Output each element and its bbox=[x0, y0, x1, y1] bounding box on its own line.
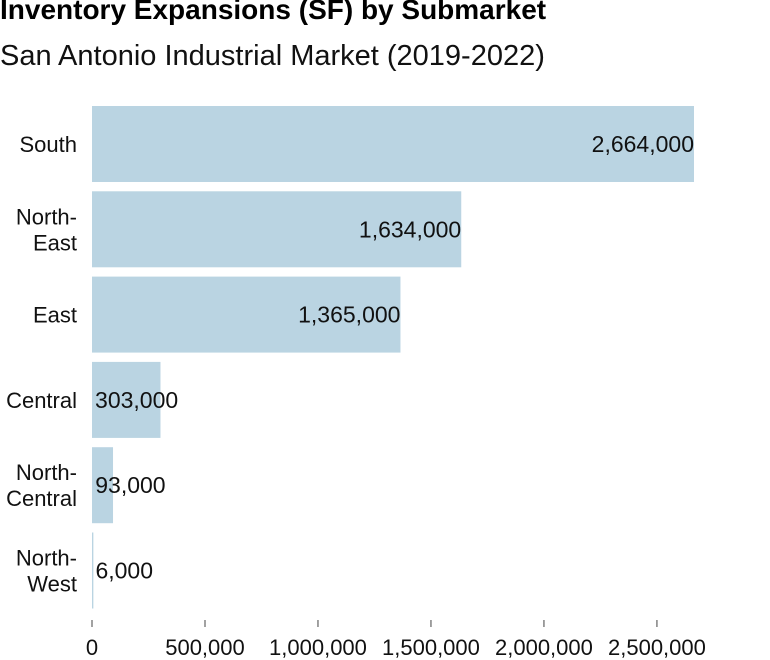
value-label: 303,000 bbox=[95, 387, 178, 413]
category-label: North- bbox=[16, 460, 77, 485]
x-tick-label: 1,000,000 bbox=[269, 635, 367, 660]
value-label: 2,664,000 bbox=[592, 131, 694, 157]
x-axis: 0 500,000 1,000,000 1,500,000 2,000,000 2,500… bbox=[86, 620, 706, 660]
x-tick-label: 0 bbox=[86, 635, 98, 660]
x-tick-label: 2,500,000 bbox=[608, 635, 706, 660]
value-label: 1,634,000 bbox=[359, 216, 461, 242]
chart-title: Inventory Expansions (SF) by Submarket bbox=[0, 0, 547, 25]
chart-subtitle: San Antonio Industrial Market (2019-2022… bbox=[0, 40, 545, 72]
bar-east bbox=[92, 276, 401, 353]
category-label: North- bbox=[16, 204, 77, 229]
bar-central bbox=[92, 361, 161, 438]
bar-northeast bbox=[92, 191, 462, 268]
value-label: 6,000 bbox=[95, 558, 153, 584]
x-tick-label: 2,000,000 bbox=[495, 635, 593, 660]
bars-layer bbox=[92, 106, 694, 609]
bar-northwest bbox=[92, 532, 94, 609]
category-label: East bbox=[33, 303, 77, 328]
category-label: South bbox=[20, 132, 78, 157]
category-label: East bbox=[33, 230, 77, 255]
value-label: 1,365,000 bbox=[298, 302, 400, 328]
x-tick-label: 500,000 bbox=[165, 635, 245, 660]
x-tick-label: 1,500,000 bbox=[382, 635, 480, 660]
category-labels-layer: SouthNorth-EastEastCentralNorth-CentralN… bbox=[6, 132, 77, 597]
value-label: 93,000 bbox=[95, 472, 165, 498]
category-label: Central bbox=[6, 486, 77, 511]
category-label: North- bbox=[16, 546, 77, 571]
category-label: West bbox=[27, 572, 77, 597]
value-labels-layer: 2,664,000 1,634,000 1,365,000 303,000 93,000… bbox=[95, 131, 694, 584]
bar-northcentral bbox=[92, 447, 114, 524]
category-label: Central bbox=[6, 388, 77, 413]
bar-south bbox=[92, 106, 694, 182]
